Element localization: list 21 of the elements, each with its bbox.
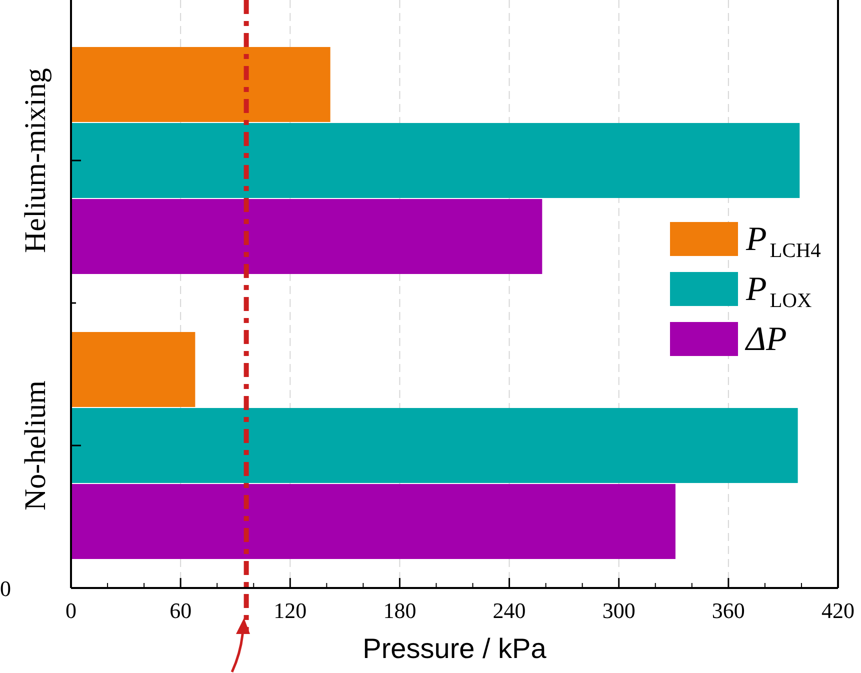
bar bbox=[71, 47, 330, 122]
bar bbox=[71, 123, 800, 198]
legend-label: P$_{LCH4}$ bbox=[745, 221, 821, 262]
y-tick-label: Helium-mixing bbox=[19, 68, 52, 253]
x-tick-label: 60 bbox=[170, 598, 192, 623]
x-tick-label: 420 bbox=[822, 598, 854, 623]
x-tick-label: 180 bbox=[383, 598, 416, 623]
text: 0 bbox=[0, 576, 11, 601]
x-tick-label: 300 bbox=[602, 598, 636, 623]
x-tick-label: 120 bbox=[274, 598, 307, 623]
x-axis-title: Pressure / kPa bbox=[362, 633, 547, 664]
bar bbox=[71, 408, 798, 483]
legend-label: P$_{LOX}$ bbox=[745, 271, 812, 312]
bar bbox=[71, 332, 196, 407]
bar bbox=[71, 484, 676, 559]
legend-label: ΔP bbox=[744, 321, 787, 358]
x-tick-label: 360 bbox=[712, 598, 745, 623]
y-tick-label: No-helium bbox=[19, 380, 52, 510]
x-tick-label: 0 bbox=[66, 598, 76, 623]
bar bbox=[71, 199, 542, 274]
x-tick-label: 240 bbox=[492, 598, 526, 623]
